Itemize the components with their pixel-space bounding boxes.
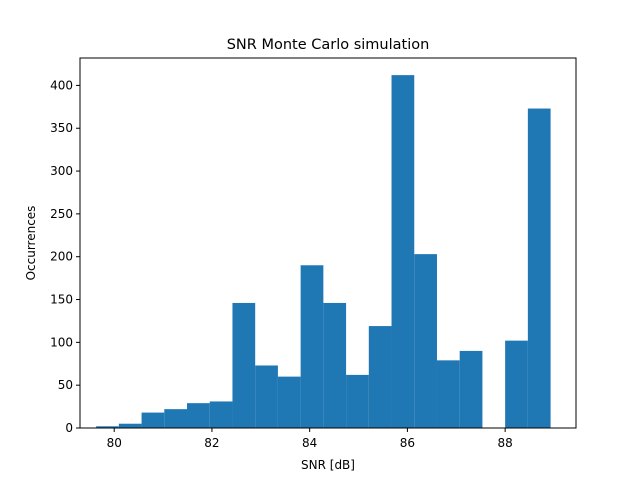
x-tick-label: 88 [498, 436, 513, 450]
histogram-bar [255, 365, 278, 428]
histogram-bar [391, 75, 415, 428]
y-axis-label: Occurrences [24, 206, 38, 281]
x-tick-label: 82 [204, 436, 219, 450]
histogram-bar [323, 302, 347, 428]
y-tick-label: 150 [50, 293, 73, 307]
histogram-bar [118, 423, 142, 428]
histogram-bar [300, 265, 324, 428]
histogram-bar [346, 374, 369, 428]
x-tick-label: 80 [107, 436, 122, 450]
y-tick-label: 400 [50, 78, 73, 92]
y-tick-label: 0 [65, 421, 73, 435]
y-tick-label: 100 [50, 335, 73, 349]
y-tick-label: 200 [50, 250, 73, 264]
histogram-bar [232, 302, 256, 428]
histogram-bar [459, 350, 483, 428]
histogram-bar [209, 401, 233, 428]
y-tick-label: 350 [50, 121, 73, 135]
histogram-bar [277, 376, 301, 428]
histogram-bar [414, 254, 437, 428]
histogram-bar [436, 360, 460, 428]
chart-title: SNR Monte Carlo simulation [227, 37, 430, 53]
y-tick-label: 250 [50, 207, 73, 221]
histogram-bar [505, 340, 528, 428]
histogram-bar [164, 409, 188, 428]
histogram-bar [527, 108, 551, 428]
x-axis-label: SNR [dB] [301, 458, 355, 472]
x-tick-label: 84 [302, 436, 317, 450]
y-tick-label: 300 [50, 164, 73, 178]
histogram-bar [368, 326, 392, 428]
bars [96, 75, 551, 428]
histogram-bar [96, 426, 119, 428]
histogram-bar [141, 412, 165, 428]
plot-frame [79, 57, 577, 429]
y-tick-label: 50 [58, 378, 73, 392]
y-axis-ticks: 0 50 100 150 200 250 300 350 400 [50, 78, 80, 435]
x-axis-ticks: 80 82 84 86 88 [107, 428, 513, 450]
x-tick-label: 86 [400, 436, 415, 450]
histogram-bar [187, 403, 210, 428]
